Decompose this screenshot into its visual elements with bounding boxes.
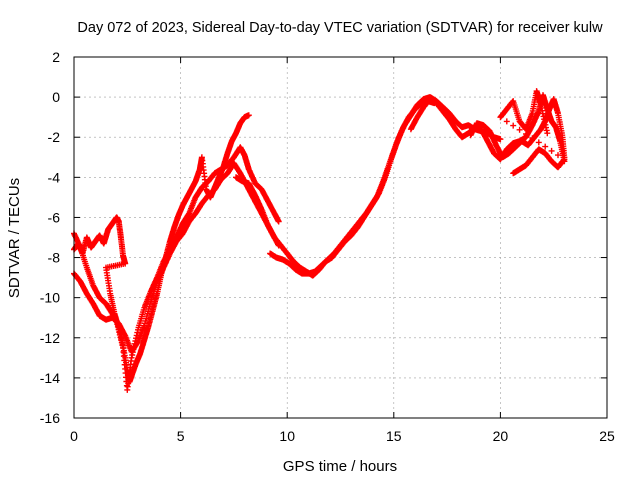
grid-lines [74, 57, 607, 418]
series-markers [267, 94, 504, 277]
y-tick-label: -2 [48, 129, 61, 145]
x-tick-label: 0 [70, 428, 78, 444]
chart-title: Day 072 of 2023, Sidereal Day-to-day VTE… [77, 20, 603, 36]
y-tick-label: -8 [48, 250, 61, 266]
axis-ticks: 0 5 10 15 20 25 -16 -14 -12 -10 -8 -6 -4 -2 0 2 [40, 49, 615, 444]
y-axis-title: SDTVAR / TECUs [6, 178, 23, 298]
data-points [71, 88, 568, 393]
series-markers [71, 144, 282, 393]
y-tick-label: -12 [40, 330, 60, 346]
x-tick-label: 25 [599, 428, 615, 444]
y-tick-label: 0 [52, 89, 60, 105]
plot-frame [73, 56, 608, 419]
series-markers [497, 88, 568, 177]
series-markers [467, 96, 568, 161]
y-tick-label: -4 [48, 169, 61, 185]
y-tick-label: -14 [40, 370, 60, 386]
y-tick-label: 2 [52, 49, 60, 65]
y-tick-label: -10 [40, 290, 60, 306]
x-axis-title: GPS time / hours [283, 458, 397, 475]
x-tick-label: 15 [386, 428, 402, 444]
series-markers [71, 112, 252, 385]
x-tick-label: 20 [493, 428, 509, 444]
x-tick-label: 10 [279, 428, 295, 444]
y-tick-label: -16 [40, 410, 60, 426]
x-tick-label: 5 [177, 428, 185, 444]
y-tick-label: -6 [48, 209, 61, 225]
